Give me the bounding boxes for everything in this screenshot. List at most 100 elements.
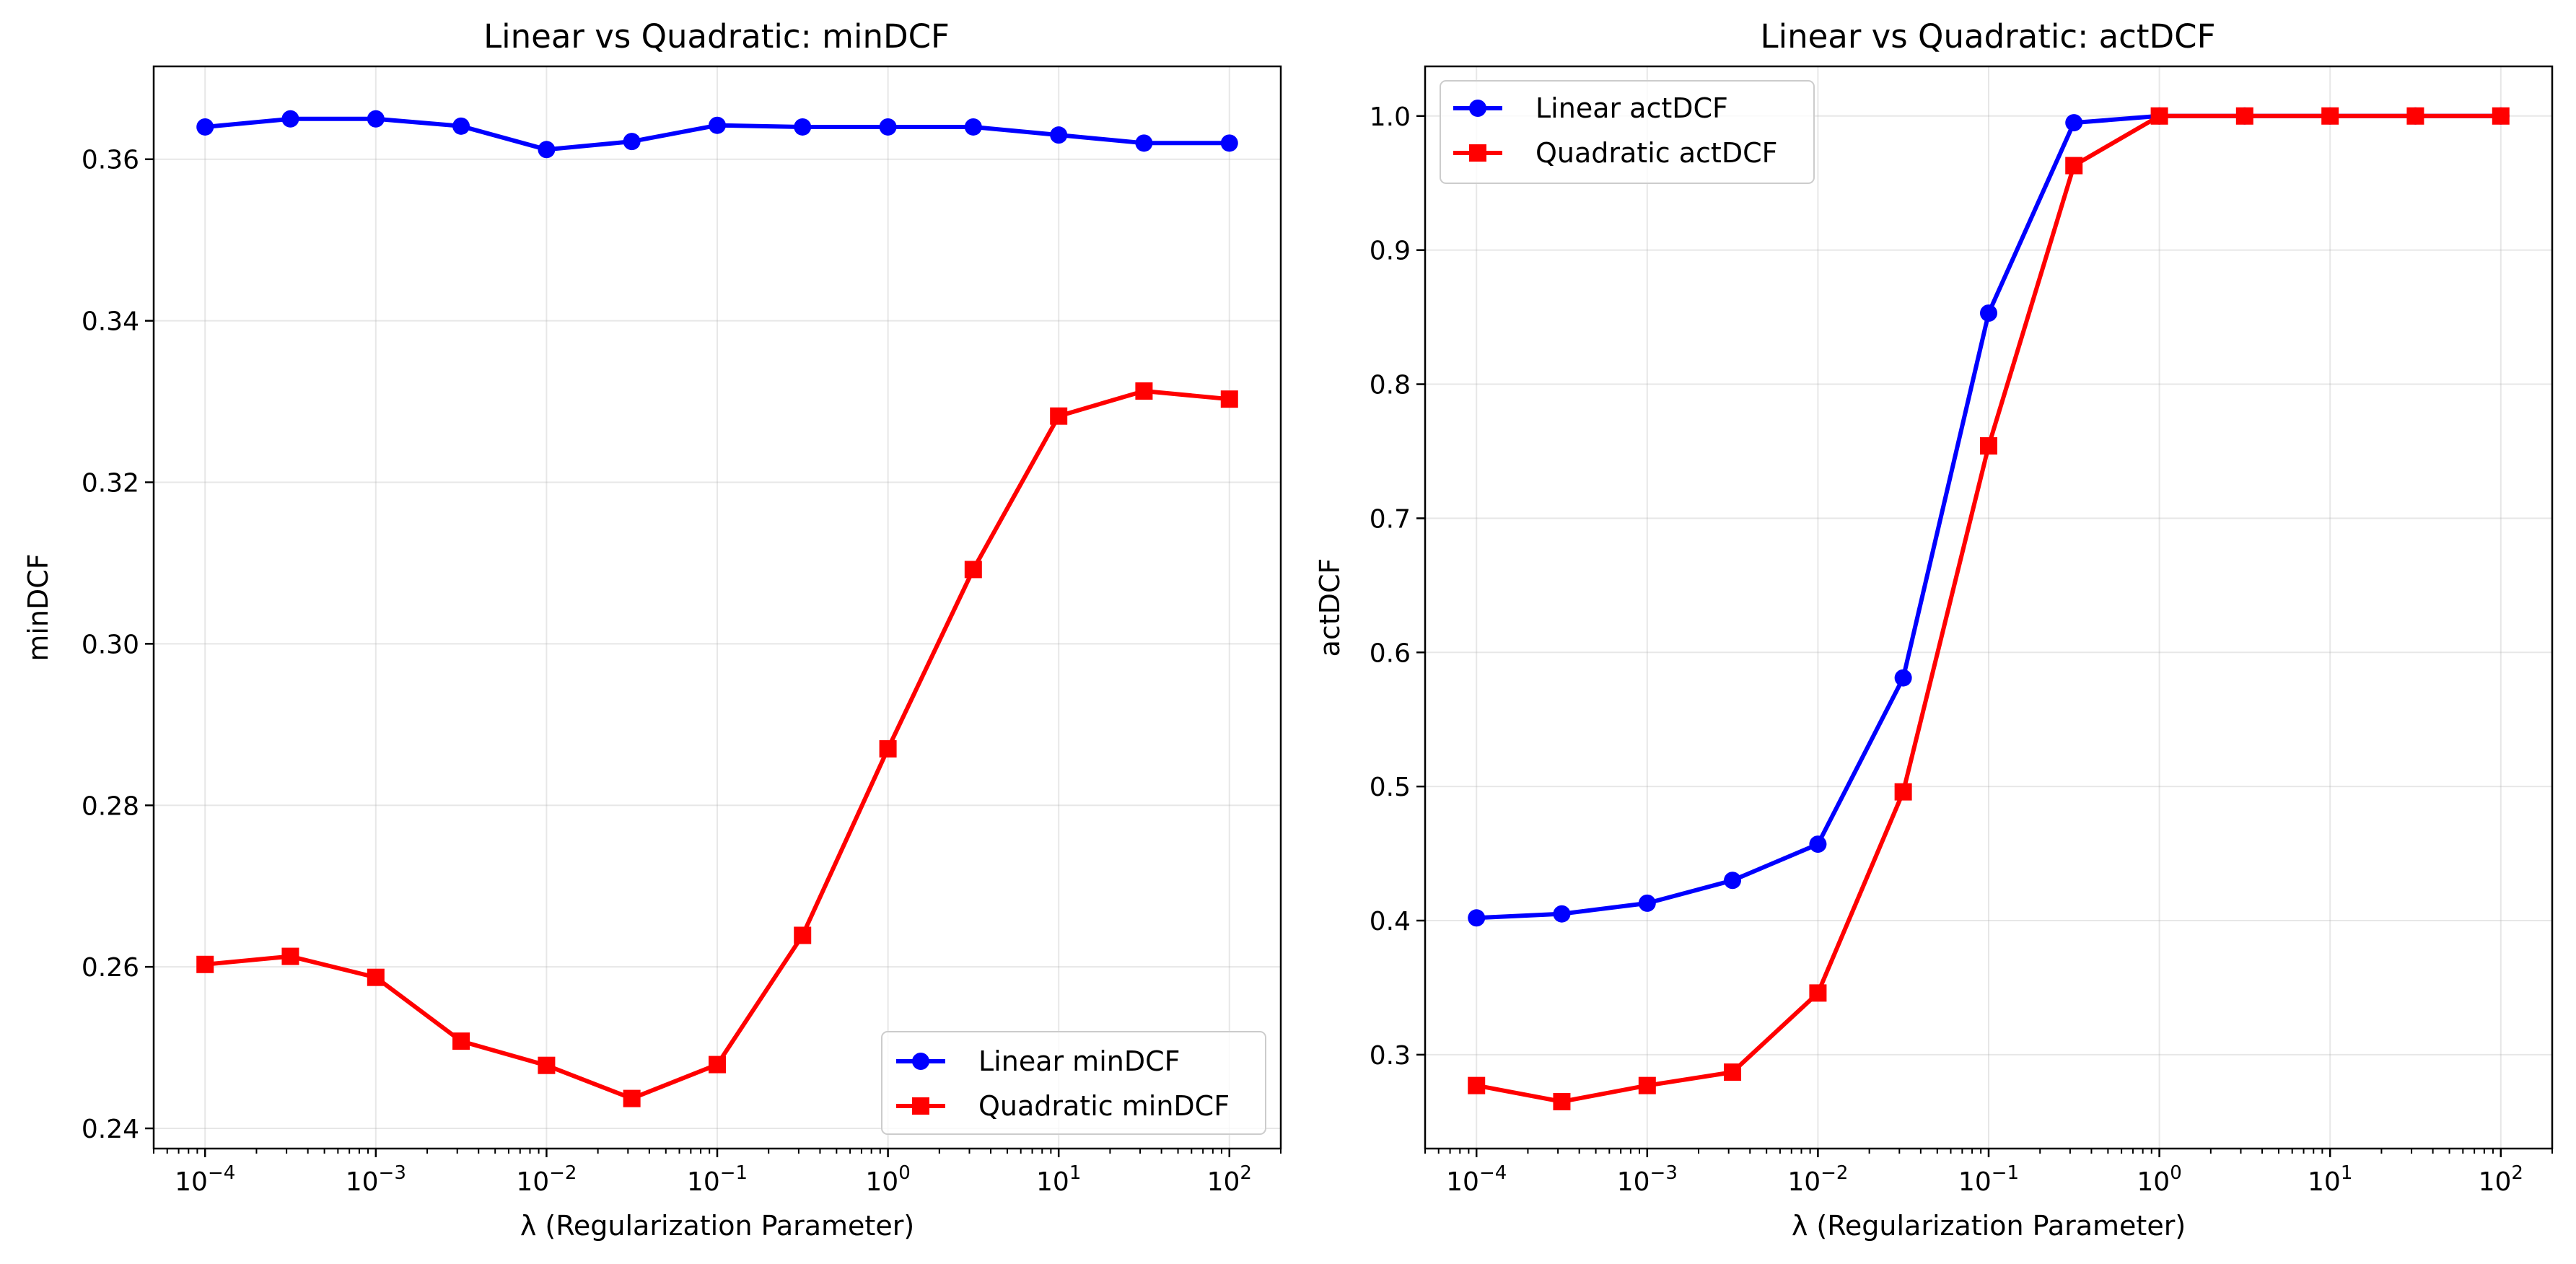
y-tick-label: 0.9 xyxy=(1370,237,1411,266)
y-axis-ticks: 0.24 0.26 0.28 0.30 0.32 0.34 0.36 xyxy=(82,146,154,1144)
y-tick-label: 0.28 xyxy=(82,791,139,821)
data-point xyxy=(2235,107,2253,125)
legend-label: Quadratic actDCF xyxy=(1535,137,1777,169)
data-point xyxy=(709,116,726,134)
data-point xyxy=(281,110,299,128)
data-point xyxy=(1050,407,1068,425)
data-point xyxy=(452,117,470,135)
legend: Linear actDCF Quadratic actDCF xyxy=(1440,80,1815,184)
x-tick-label: 10−1 xyxy=(1958,1162,2019,1197)
legend-entry-linear: Linear minDCF xyxy=(896,1045,1180,1077)
y-tick-label: 0.32 xyxy=(82,468,139,498)
x-tick-label: 10−2 xyxy=(516,1162,577,1197)
data-point xyxy=(1724,872,1742,890)
x-tick-label: 10−3 xyxy=(1617,1162,1678,1197)
data-point xyxy=(794,926,812,944)
legend-entry-quadratic: Quadratic minDCF xyxy=(896,1090,1230,1122)
x-axis-label: λ (Regularization Parameter) xyxy=(1792,1210,2186,1242)
data-point xyxy=(2065,157,2083,175)
legend-label: Linear minDCF xyxy=(978,1045,1180,1077)
y-axis-label: minDCF xyxy=(22,553,54,661)
legend: Linear minDCF Quadratic minDCF xyxy=(881,1031,1266,1135)
data-point xyxy=(538,141,556,159)
legend-box xyxy=(881,1031,1266,1135)
data-point xyxy=(709,1055,726,1074)
y-axis-label: actDCF xyxy=(1314,558,1346,657)
data-point xyxy=(1135,382,1153,400)
y-tick-label: 0.3 xyxy=(1370,1041,1411,1071)
series-layer xyxy=(1468,107,2510,1110)
y-tick-label: 0.30 xyxy=(82,630,139,659)
chart-minDCF: Linear vs Quadratic: minDCF 10−4 10−3 10−2… xyxy=(22,17,1282,1242)
x-tick-label: 101 xyxy=(1036,1162,1081,1197)
data-point xyxy=(1638,1076,1656,1094)
data-point xyxy=(1894,783,1912,801)
data-point xyxy=(452,1032,470,1050)
data-point xyxy=(2150,107,2168,125)
data-point xyxy=(2065,114,2083,132)
data-point xyxy=(879,118,897,136)
y-tick-label: 0.34 xyxy=(82,307,139,337)
data-point xyxy=(2321,107,2339,125)
data-point xyxy=(964,118,982,136)
x-grid xyxy=(1476,66,2502,1149)
y-tick-label: 0.24 xyxy=(82,1115,139,1144)
x-tick-label: 10−3 xyxy=(346,1162,406,1197)
x-tick-label: 102 xyxy=(1207,1162,1252,1197)
y-tick-label: 0.7 xyxy=(1370,504,1411,534)
y-tick-label: 0.26 xyxy=(82,953,139,983)
series-layer xyxy=(196,110,1238,1107)
data-point xyxy=(367,110,385,128)
y-tick-label: 0.36 xyxy=(82,146,139,175)
data-point xyxy=(2492,107,2510,125)
data-point xyxy=(1638,894,1656,912)
data-point xyxy=(1468,1076,1486,1094)
x-axis-ticks: 10−4 10−3 10−2 10−1 100 101 102 xyxy=(1424,1149,2553,1197)
data-point xyxy=(1135,134,1153,152)
data-point xyxy=(281,947,299,965)
data-point xyxy=(196,118,214,136)
x-tick-label: 10−4 xyxy=(1446,1162,1507,1197)
y-tick-label: 0.6 xyxy=(1370,638,1411,668)
x-tick-label: 100 xyxy=(2137,1162,2181,1197)
legend-entry-linear: Linear actDCF xyxy=(1453,92,1728,124)
data-point xyxy=(1809,835,1827,853)
data-point xyxy=(1724,1063,1742,1081)
legend-entry-quadratic: Quadratic actDCF xyxy=(1453,137,1777,169)
data-point xyxy=(1894,669,1912,687)
data-point xyxy=(879,739,897,758)
data-point xyxy=(2406,107,2424,125)
data-point xyxy=(196,955,214,973)
x-tick-label: 102 xyxy=(2479,1162,2523,1197)
x-tick-label: 10−1 xyxy=(687,1162,748,1197)
y-tick-label: 0.5 xyxy=(1370,773,1411,802)
y-tick-label: 0.8 xyxy=(1370,371,1411,400)
legend-label: Quadratic minDCF xyxy=(978,1090,1230,1122)
y-grid xyxy=(1425,115,2552,1055)
y-tick-label: 0.4 xyxy=(1370,907,1411,936)
chart-title: Linear vs Quadratic: actDCF xyxy=(1761,17,2216,56)
x-grid xyxy=(204,66,1230,1149)
x-axis-label: λ (Regularization Parameter) xyxy=(520,1210,914,1242)
data-point xyxy=(1809,984,1827,1002)
legend-label: Linear actDCF xyxy=(1535,92,1728,124)
data-point xyxy=(367,968,385,986)
x-tick-label: 101 xyxy=(2308,1162,2352,1197)
data-point xyxy=(964,561,982,579)
x-tick-label: 10−2 xyxy=(1787,1162,1848,1197)
data-point xyxy=(1050,126,1068,144)
legend-box xyxy=(1440,80,1815,184)
data-point xyxy=(1553,905,1571,923)
chart-actDCF: Linear vs Quadratic: actDCF 10−4 10−3 10−2… xyxy=(1314,17,2554,1242)
data-point xyxy=(623,1089,641,1107)
x-axis-ticks: 10−4 10−3 10−2 10−1 100 101 102 xyxy=(153,1149,1282,1197)
data-point xyxy=(1220,390,1238,408)
data-point xyxy=(538,1056,556,1074)
data-point xyxy=(794,118,812,136)
y-tick-label: 1.0 xyxy=(1370,102,1411,132)
x-tick-label: 100 xyxy=(865,1162,910,1197)
data-point xyxy=(1220,134,1238,152)
x-tick-label: 10−4 xyxy=(175,1162,235,1197)
y-axis-ticks: 0.3 0.4 0.5 0.6 0.7 0.8 0.9 1.0 xyxy=(1370,102,1425,1071)
